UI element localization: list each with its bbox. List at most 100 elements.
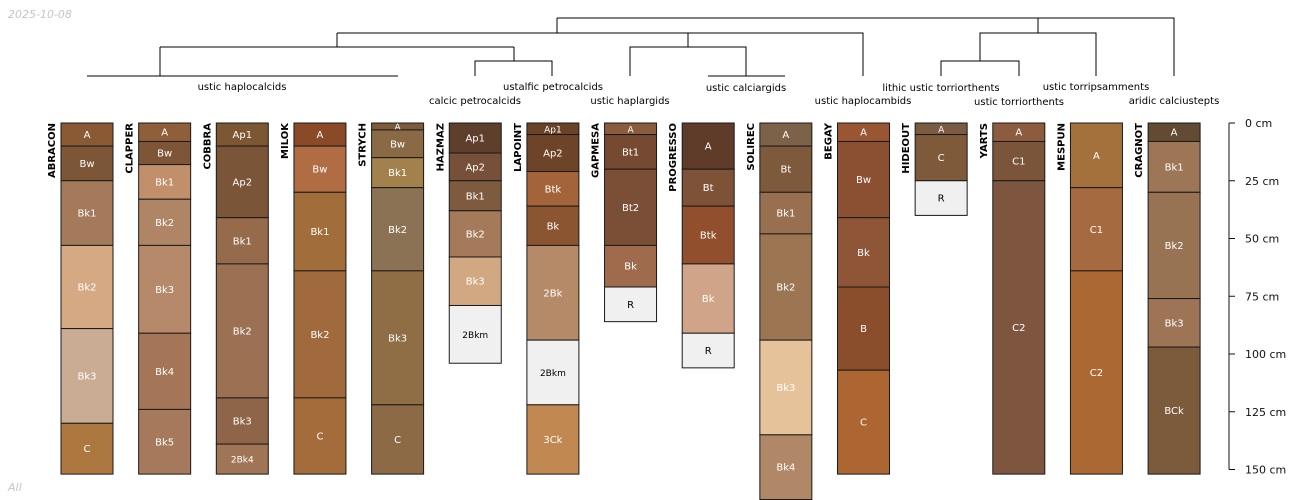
horizon-label: Bk2 — [233, 326, 252, 337]
horizon-label: 2Bk4 — [231, 456, 254, 466]
dendrogram-branch — [475, 61, 552, 76]
horizon-label: Bt — [703, 183, 714, 194]
horizon-label: Bk2 — [466, 229, 485, 240]
horizon-label: Ap2 — [465, 162, 485, 173]
horizon-label: Bw — [79, 159, 94, 170]
horizon-label: Bw — [157, 149, 172, 160]
horizon-label: R — [705, 346, 712, 357]
taxon-label: ustic torripsamments — [1043, 82, 1150, 93]
profile-name-label: HAZMAZ — [435, 123, 446, 171]
horizon-label: Bk4 — [776, 463, 795, 474]
soil-profile: Ap1 Ap2 Btk Bk 2Bk 2Bkm 3Ck LAPOINT — [513, 123, 579, 474]
taxon-label: ustic torriorthents — [974, 97, 1064, 108]
horizon-label: Ap2 — [543, 149, 563, 160]
depth-tick-label: 125 cm — [1245, 406, 1286, 419]
profile-name-label: YARTS — [979, 123, 990, 159]
horizon-label: Bk2 — [310, 330, 329, 341]
horizon-label: C — [860, 418, 867, 429]
taxon-label: calcic petrocalcids — [429, 96, 521, 107]
horizon-label: Bk1 — [466, 191, 485, 202]
dendrogram-branch — [980, 33, 1096, 76]
horizon-label: A — [1093, 151, 1100, 162]
horizon-label: Bk1 — [310, 227, 329, 238]
soil-profile: ABk1Bk2Bk3BCkCRAGNOT — [1134, 123, 1200, 474]
depth-tick-label: 50 cm — [1245, 233, 1279, 246]
horizon-label: Ap1 — [465, 134, 485, 145]
horizon-label: 2Bk — [543, 288, 562, 299]
soil-profile: Ap1 Ap2 Bk1 Bk2 Bk3 2Bkm HAZMAZ — [435, 123, 501, 363]
horizon-label: 3Ck — [543, 435, 562, 446]
horizon-label: Bk — [624, 262, 637, 273]
horizon-label: Bk5 — [155, 437, 174, 448]
horizon-label: 2Bkm — [540, 369, 566, 379]
profile-name-label: MILOK — [280, 122, 291, 159]
horizon-label: A — [1171, 128, 1178, 139]
profile-name-label: GAPMESA — [591, 123, 602, 178]
horizon-label: Bk3 — [1165, 318, 1184, 329]
horizon-label: BCk — [1164, 406, 1184, 417]
horizon-label: A — [84, 130, 91, 141]
profile-name-label: HIDEOUT — [901, 123, 912, 174]
profile-name-label: BEGAY — [824, 122, 835, 159]
depth-tick-label: 75 cm — [1245, 290, 1279, 303]
dendrogram-branch — [1038, 18, 1174, 76]
taxon-label: ustic calciargids — [706, 83, 786, 94]
horizon-label: Bt2 — [622, 203, 639, 214]
taxon-label: aridic calciustepts — [1129, 96, 1220, 107]
taxon-label: ustalfic petrocalcids — [503, 82, 603, 93]
profile-name-label: SOLIREC — [746, 123, 757, 171]
horizon-label: Bk2 — [77, 283, 96, 294]
horizon-label: Ap2 — [233, 177, 253, 188]
soil-profile: ABwBk1Bk2Bk3CABRACON — [47, 123, 113, 474]
horizon-label: Bk — [547, 221, 560, 232]
soil-profile: A Bt Bk1 Bk2 Bk3 Bk4 SOLIREC — [746, 123, 812, 500]
horizon-label: B — [860, 324, 867, 335]
horizon-label: Bk3 — [466, 277, 485, 288]
horizon-label: Bk2 — [1165, 241, 1184, 252]
profile-name-label: LAPOINT — [513, 123, 524, 172]
horizon-label: Btk — [700, 231, 717, 242]
horizon-label: A — [317, 130, 324, 141]
horizon-label: Bk — [702, 294, 715, 305]
horizon-label: C — [394, 435, 401, 446]
taxonomy-labels: ustic haplocalcids ustalfic petrocalcids… — [198, 82, 1220, 108]
horizon-label: 2Bkm — [462, 331, 488, 341]
profile-name-label: COBBRA — [202, 123, 213, 170]
soil-profile: A Bt1 Bt2 Bk R GAPMESA — [591, 123, 657, 322]
date-label: 2025-10-08 — [8, 8, 72, 21]
soil-profile: AC1C2MESPUN — [1056, 123, 1122, 474]
horizon-label: C — [316, 432, 323, 443]
profile-name-label: ABRACON — [47, 123, 58, 178]
horizon-label: Bk2 — [155, 218, 174, 229]
horizon-label: Btk — [545, 184, 562, 195]
horizon-label: R — [938, 194, 945, 205]
subset-label: All — [8, 481, 22, 494]
horizon-label: A — [860, 128, 867, 139]
horizon-label: Bk2 — [388, 225, 407, 236]
horizon-label: Bk1 — [233, 236, 252, 247]
depth-tick-label: 150 cm — [1245, 464, 1286, 477]
horizon-label: A — [938, 125, 945, 135]
horizon-label: Bt1 — [622, 147, 639, 158]
taxon-label: ustic haplocalcids — [198, 82, 287, 93]
horizon-label: Bk1 — [388, 168, 407, 179]
horizon-label: C2 — [1090, 368, 1103, 379]
horizon-label: C — [84, 444, 91, 455]
soil-profile: A Bw Bk1 Bk2 C MILOK — [280, 122, 346, 474]
horizon-label: Bk3 — [155, 285, 174, 296]
depth-axis: 0 cm25 cm50 cm75 cm100 cm125 cm150 cm — [1229, 117, 1286, 477]
horizon-label: Bk1 — [155, 177, 174, 188]
horizon-label: C — [938, 153, 945, 164]
taxon-label: lithic ustic torriorthents — [882, 83, 999, 94]
dendrogram-branch — [941, 61, 1019, 76]
horizon-label: A — [782, 130, 789, 141]
horizon-label: Bk3 — [388, 333, 407, 344]
dendrogram-branch — [688, 33, 863, 76]
dendrogram — [87, 18, 1174, 76]
horizon-label: Bw — [312, 165, 327, 176]
soil-profile: A Bw Bk1 Bk2 Bk3 Bk4 Bk5 CLAPPER — [125, 123, 191, 474]
horizon-label: C1 — [1090, 225, 1103, 236]
profile-name-label: CLAPPER — [125, 123, 136, 174]
horizon-label: A — [161, 128, 168, 139]
